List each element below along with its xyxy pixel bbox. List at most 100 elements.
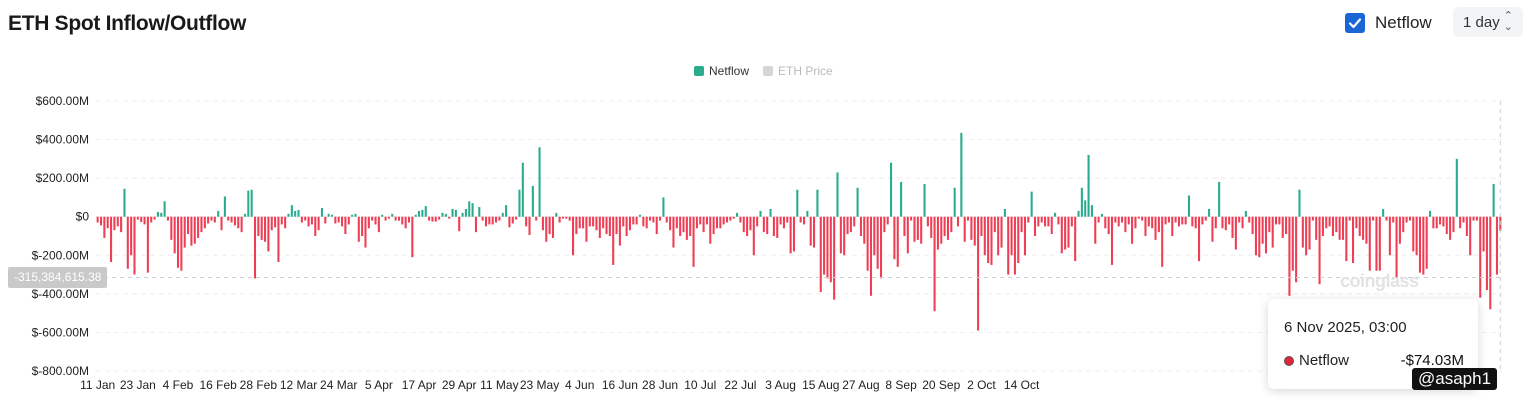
netflow-bar[interactable] xyxy=(1147,216,1150,227)
netflow-bar[interactable] xyxy=(1469,216,1472,256)
netflow-bar[interactable] xyxy=(1308,216,1311,250)
netflow-bar[interactable] xyxy=(715,216,719,229)
netflow-bar[interactable] xyxy=(474,216,477,233)
netflow-bar[interactable] xyxy=(361,216,364,236)
netflow-bar[interactable] xyxy=(602,216,605,229)
netflow-bar[interactable] xyxy=(518,189,521,217)
netflow-bar[interactable] xyxy=(471,203,474,217)
netflow-bar[interactable] xyxy=(1067,216,1070,248)
netflow-bar[interactable] xyxy=(441,212,444,217)
netflow-bar[interactable] xyxy=(672,216,675,248)
netflow-bar[interactable] xyxy=(1224,216,1227,231)
netflow-bar[interactable] xyxy=(746,216,749,236)
netflow-bar[interactable] xyxy=(669,216,672,231)
netflow-bar[interactable] xyxy=(792,216,796,252)
netflow-bar[interactable] xyxy=(1007,216,1010,275)
netflow-bar[interactable] xyxy=(364,216,367,248)
netflow-bar[interactable] xyxy=(1442,216,1445,227)
netflow-bar[interactable] xyxy=(1392,216,1395,223)
netflow-bar[interactable] xyxy=(973,216,976,246)
netflow-bar[interactable] xyxy=(481,216,484,221)
netflow-bar[interactable] xyxy=(709,216,712,244)
netflow-bar[interactable] xyxy=(819,216,822,292)
netflow-bar[interactable] xyxy=(1110,216,1114,265)
netflow-bar[interactable] xyxy=(1218,182,1221,217)
netflow-bar[interactable] xyxy=(1422,216,1425,275)
netflow-bar[interactable] xyxy=(742,216,745,233)
netflow-bar[interactable] xyxy=(970,216,973,240)
netflow-bar[interactable] xyxy=(217,210,220,217)
netflow-bar[interactable] xyxy=(1305,216,1308,256)
netflow-bar[interactable] xyxy=(769,209,772,217)
netflow-bar[interactable] xyxy=(903,216,906,236)
netflow-bar[interactable] xyxy=(106,216,109,229)
netflow-bar[interactable] xyxy=(843,216,846,256)
netflow-bar[interactable] xyxy=(699,216,702,225)
netflow-bar[interactable] xyxy=(344,216,347,235)
netflow-bar[interactable] xyxy=(505,205,508,217)
netflow-bar[interactable] xyxy=(1449,216,1452,240)
netflow-bar[interactable] xyxy=(1428,210,1432,217)
netflow-bar[interactable] xyxy=(689,216,692,236)
netflow-bar[interactable] xyxy=(1231,216,1234,238)
netflow-bar[interactable] xyxy=(1254,216,1257,256)
netflow-bar[interactable] xyxy=(960,132,963,217)
netflow-bar[interactable] xyxy=(143,216,146,225)
netflow-bar[interactable] xyxy=(1144,216,1147,236)
netflow-bar[interactable] xyxy=(1000,216,1003,248)
netflow-bar[interactable] xyxy=(779,216,782,225)
netflow-bar[interactable] xyxy=(1137,216,1140,219)
netflow-bar[interactable] xyxy=(163,201,166,217)
netflow-bar[interactable] xyxy=(310,216,313,225)
netflow-bar[interactable] xyxy=(1023,216,1027,256)
netflow-bar[interactable] xyxy=(558,216,561,223)
netflow-bar[interactable] xyxy=(290,205,293,217)
netflow-bar[interactable] xyxy=(1037,216,1040,227)
netflow-bar[interactable] xyxy=(1368,216,1371,271)
netflow-bar[interactable] xyxy=(936,216,939,250)
netflow-bar[interactable] xyxy=(1331,216,1334,236)
netflow-bar[interactable] xyxy=(491,216,494,225)
netflow-bar[interactable] xyxy=(1198,216,1201,262)
netflow-bar[interactable] xyxy=(146,216,149,273)
netflow-bar[interactable] xyxy=(759,210,762,217)
netflow-bar[interactable] xyxy=(883,216,886,233)
netflow-bar[interactable] xyxy=(314,216,317,236)
netflow-bar[interactable] xyxy=(813,216,816,248)
netflow-bar[interactable] xyxy=(528,216,531,236)
netflow-bar[interactable] xyxy=(963,216,966,242)
netflow-bar[interactable] xyxy=(638,214,642,217)
netflow-bar[interactable] xyxy=(1298,189,1301,217)
netflow-bar[interactable] xyxy=(1455,158,1458,217)
netflow-bar[interactable] xyxy=(1244,210,1247,217)
netflow-bar[interactable] xyxy=(414,214,417,217)
netflow-bar[interactable] xyxy=(739,216,742,223)
netflow-bar[interactable] xyxy=(300,216,303,223)
netflow-bar[interactable] xyxy=(284,216,287,229)
netflow-bar[interactable] xyxy=(1348,216,1351,221)
netflow-bar[interactable] xyxy=(136,216,139,220)
netflow-bar[interactable] xyxy=(357,216,360,242)
netflow-bar[interactable] xyxy=(511,216,514,224)
netflow-bar[interactable] xyxy=(197,216,200,238)
netflow-bar[interactable] xyxy=(612,216,615,265)
netflow-bar[interactable] xyxy=(1479,216,1482,298)
netflow-bar[interactable] xyxy=(1040,216,1043,223)
netflow-bar[interactable] xyxy=(692,216,695,267)
netflow-bar[interactable] xyxy=(397,216,400,221)
netflow-bar[interactable] xyxy=(1285,216,1288,235)
netflow-bar[interactable] xyxy=(257,216,260,236)
netflow-bar[interactable] xyxy=(1382,209,1385,217)
netflow-bar[interactable] xyxy=(1425,216,1428,269)
netflow-bar[interactable] xyxy=(846,216,849,235)
netflow-bar[interactable] xyxy=(1372,216,1375,221)
netflow-bar[interactable] xyxy=(548,216,551,235)
netflow-bar[interactable] xyxy=(1003,209,1006,217)
netflow-bar[interactable] xyxy=(240,216,243,233)
netflow-bar[interactable] xyxy=(110,216,113,263)
netflow-bar[interactable] xyxy=(1131,216,1134,244)
netflow-bar[interactable] xyxy=(1385,216,1388,221)
netflow-bar[interactable] xyxy=(103,216,106,238)
netflow-bar[interactable] xyxy=(478,207,481,217)
netflow-bar[interactable] xyxy=(1044,216,1047,227)
